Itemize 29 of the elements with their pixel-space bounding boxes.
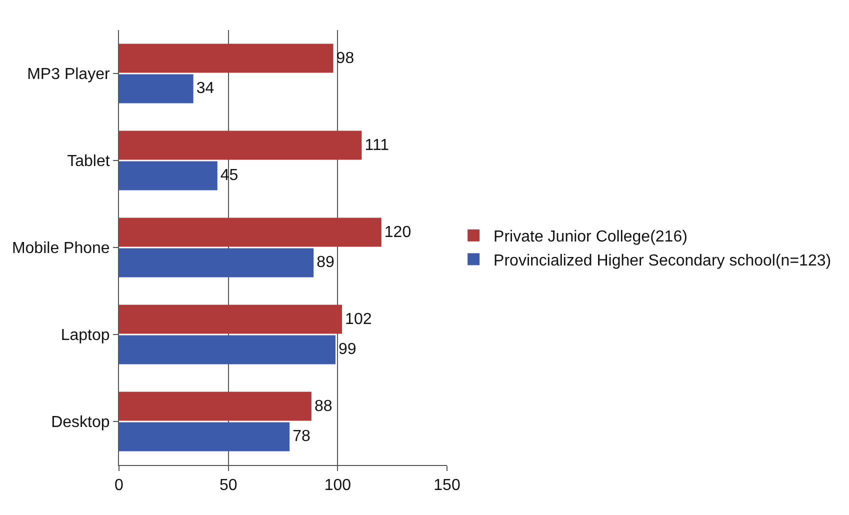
bar [119,218,382,247]
bar [119,304,342,334]
legend-label: Provincialized Higher Secondary school(n=123) [494,252,832,270]
y-tick-label: Mobile Phone [12,240,110,258]
bar [119,74,194,104]
data-label: 88 [314,398,332,415]
legend-label: Private Junior College(216) [494,228,688,246]
data-label: 120 [384,224,412,241]
y-tick-label: Laptop [60,327,110,344]
bar [119,248,314,278]
x-tick-label: 150 [434,477,460,494]
data-label: 78 [292,428,310,446]
x-tick-label: 50 [219,477,238,494]
data-label: 111 [364,136,390,154]
x-tick-label: 0 [114,477,124,494]
bar [119,335,336,364]
y-tick-label: Tablet [67,153,110,170]
bar [119,161,218,190]
bar [119,44,334,73]
data-label: 102 [345,310,372,328]
y-tick-label: MP3 Player [27,66,110,84]
data-label: 89 [316,254,335,272]
bar [119,422,290,452]
data-label: 99 [338,341,356,358]
bar [119,392,312,421]
x-tick-label: 100 [324,477,352,494]
y-tick-label: Desktop [51,414,110,432]
data-label: 34 [196,80,214,98]
bar [119,130,362,160]
